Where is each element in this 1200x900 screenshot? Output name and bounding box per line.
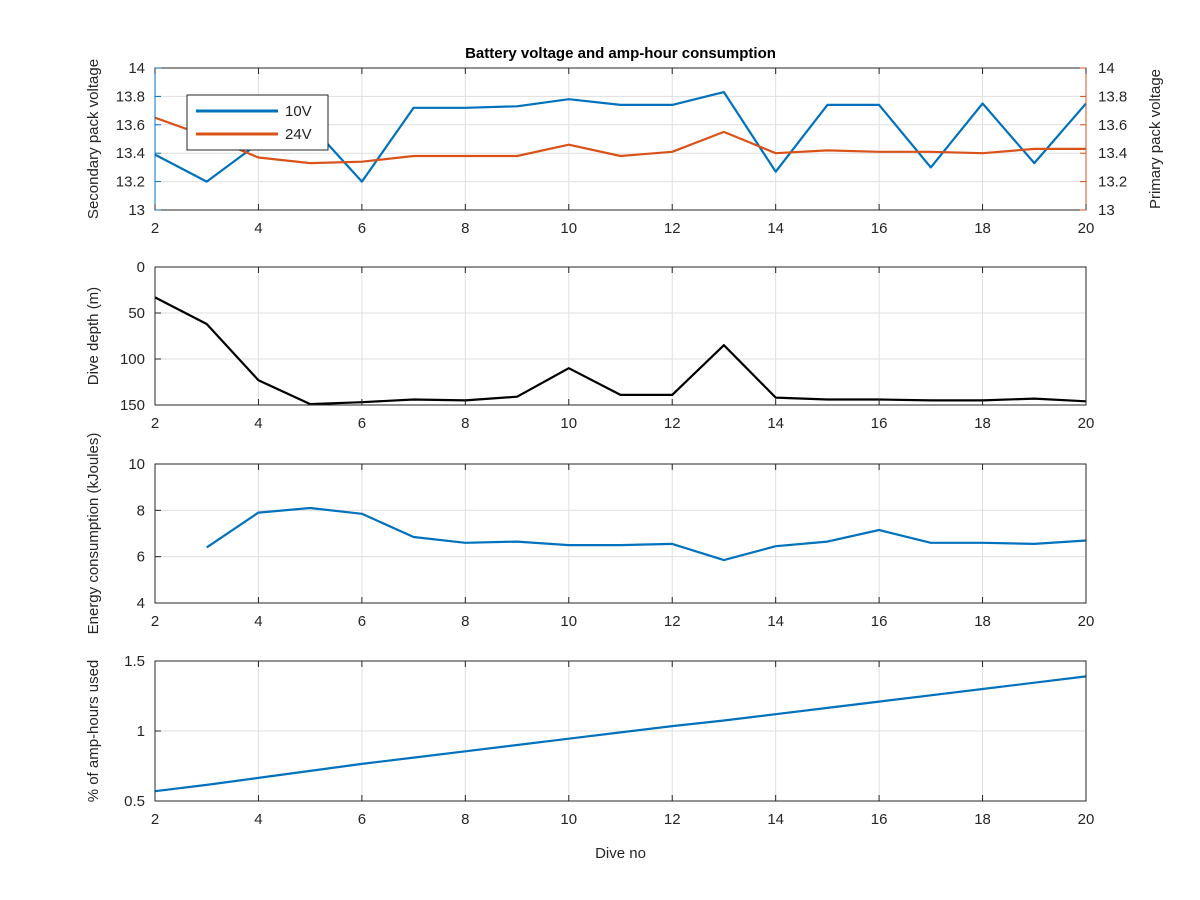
x-tick-label: 10 — [560, 613, 577, 630]
x-tick-label: 12 — [664, 220, 681, 237]
axes-box — [154, 463, 1087, 604]
x-tick-label: 8 — [461, 220, 469, 237]
legend-label-24V: 24V — [285, 126, 312, 143]
x-tick-label: 10 — [560, 220, 577, 237]
x-tick-label: 16 — [871, 811, 888, 828]
x-tick-label: 16 — [871, 613, 888, 630]
legend-label-10V: 10V — [285, 103, 312, 120]
y-tick-label: 100 — [120, 351, 145, 368]
y-right-tick-label: 13.8 — [1098, 88, 1127, 105]
series-line-series-0 — [154, 675, 1087, 793]
y-tick-label: 13 — [128, 202, 145, 219]
x-tick-label: 18 — [974, 811, 991, 828]
x-tick-label: 8 — [461, 811, 469, 828]
x-tick-label: 4 — [254, 220, 262, 237]
amp-hours-panel: 2 4 6 8 10 12 14 16 18 20 0.5 1 1.5 % of amp-hours us… — [85, 653, 1094, 862]
y-tick-label: 4 — [137, 595, 145, 612]
x-tick-label: 6 — [358, 415, 366, 432]
x-tick-label: 18 — [974, 415, 991, 432]
y-tick-label: 50 — [128, 305, 145, 322]
x-tick-label: 2 — [151, 220, 159, 237]
x-tick-label: 6 — [358, 811, 366, 828]
x-tick-label: 14 — [767, 811, 784, 828]
y-tick-label: 13.8 — [116, 88, 145, 105]
x-tick-label: 12 — [664, 415, 681, 432]
x-tick-label: 16 — [871, 220, 888, 237]
y-tick-label: 13.4 — [116, 145, 145, 162]
x-tick-label: 10 — [560, 415, 577, 432]
x-tick-label: 14 — [767, 613, 784, 630]
x-tick-label: 12 — [664, 613, 681, 630]
x-tick-label: 4 — [254, 811, 262, 828]
x-tick-label: 12 — [664, 811, 681, 828]
y-right-tick-label: 13.2 — [1098, 174, 1127, 191]
x-tick-label: 20 — [1078, 613, 1095, 630]
y-tick-label: 1 — [137, 723, 145, 740]
x-tick-label: 20 — [1078, 811, 1095, 828]
y-axis-label: Dive depth (m) — [85, 287, 102, 385]
x-tick-label: 20 — [1078, 415, 1095, 432]
y-tick-label: 8 — [137, 502, 145, 519]
x-tick-label: 14 — [767, 220, 784, 237]
y-tick-label: 0 — [137, 259, 145, 276]
x-tick-label: 2 — [151, 415, 159, 432]
y-axis-label: Secondary pack voltage — [85, 59, 102, 219]
y-right-tick-label: 14 — [1098, 60, 1115, 77]
x-tick-label: 18 — [974, 613, 991, 630]
y-tick-label: 1.5 — [124, 653, 145, 670]
y-tick-label: 150 — [120, 397, 145, 414]
series-line-series-0 — [154, 296, 1087, 406]
x-tick-label: 8 — [461, 415, 469, 432]
y-tick-label: 10 — [128, 456, 145, 473]
y-right-tick-label: 13 — [1098, 202, 1115, 219]
x-tick-label: 10 — [560, 811, 577, 828]
axes-box — [154, 266, 1087, 406]
x-tick-label: 16 — [871, 415, 888, 432]
y-tick-label: 13.6 — [116, 117, 145, 134]
depth-panel: 2 4 6 8 10 12 14 16 18 20 0 50 100 150 Dive depth (m) — [85, 259, 1094, 432]
y-tick-label: 6 — [137, 549, 145, 566]
y-right-axis-label: Primary pack voltage — [1147, 69, 1164, 209]
series-line-series-0 — [206, 506, 1087, 562]
y-right-tick-label: 13.6 — [1098, 117, 1127, 134]
y-tick-label: 13.2 — [116, 174, 145, 191]
chart-title: Battery voltage and amp-hour consumption — [465, 45, 776, 62]
y-axis-label: Energy consumption (kJoules) — [85, 433, 102, 635]
legend-box — [186, 94, 329, 151]
x-tick-label: 20 — [1078, 220, 1095, 237]
x-tick-label: 2 — [151, 811, 159, 828]
x-tick-label: 8 — [461, 613, 469, 630]
y-axis-label: % of amp-hours used — [85, 660, 102, 803]
y-right-tick-label: 13.4 — [1098, 145, 1127, 162]
x-tick-label: 18 — [974, 220, 991, 237]
series-line-24V — [154, 116, 1086, 165]
x-tick-label: 6 — [358, 220, 366, 237]
voltage-panel: 2 4 6 8 10 12 14 16 18 201313.213.413.613.8141313… — [85, 45, 1164, 237]
x-tick-label: 2 — [151, 613, 159, 630]
x-tick-label: 4 — [254, 415, 262, 432]
y-tick-label: 14 — [128, 60, 145, 77]
x-tick-label: 4 — [254, 613, 262, 630]
x-tick-label: 14 — [767, 415, 784, 432]
x-axis-label: Dive no — [595, 845, 646, 862]
x-tick-label: 6 — [358, 613, 366, 630]
y-tick-label: 0.5 — [124, 793, 145, 810]
